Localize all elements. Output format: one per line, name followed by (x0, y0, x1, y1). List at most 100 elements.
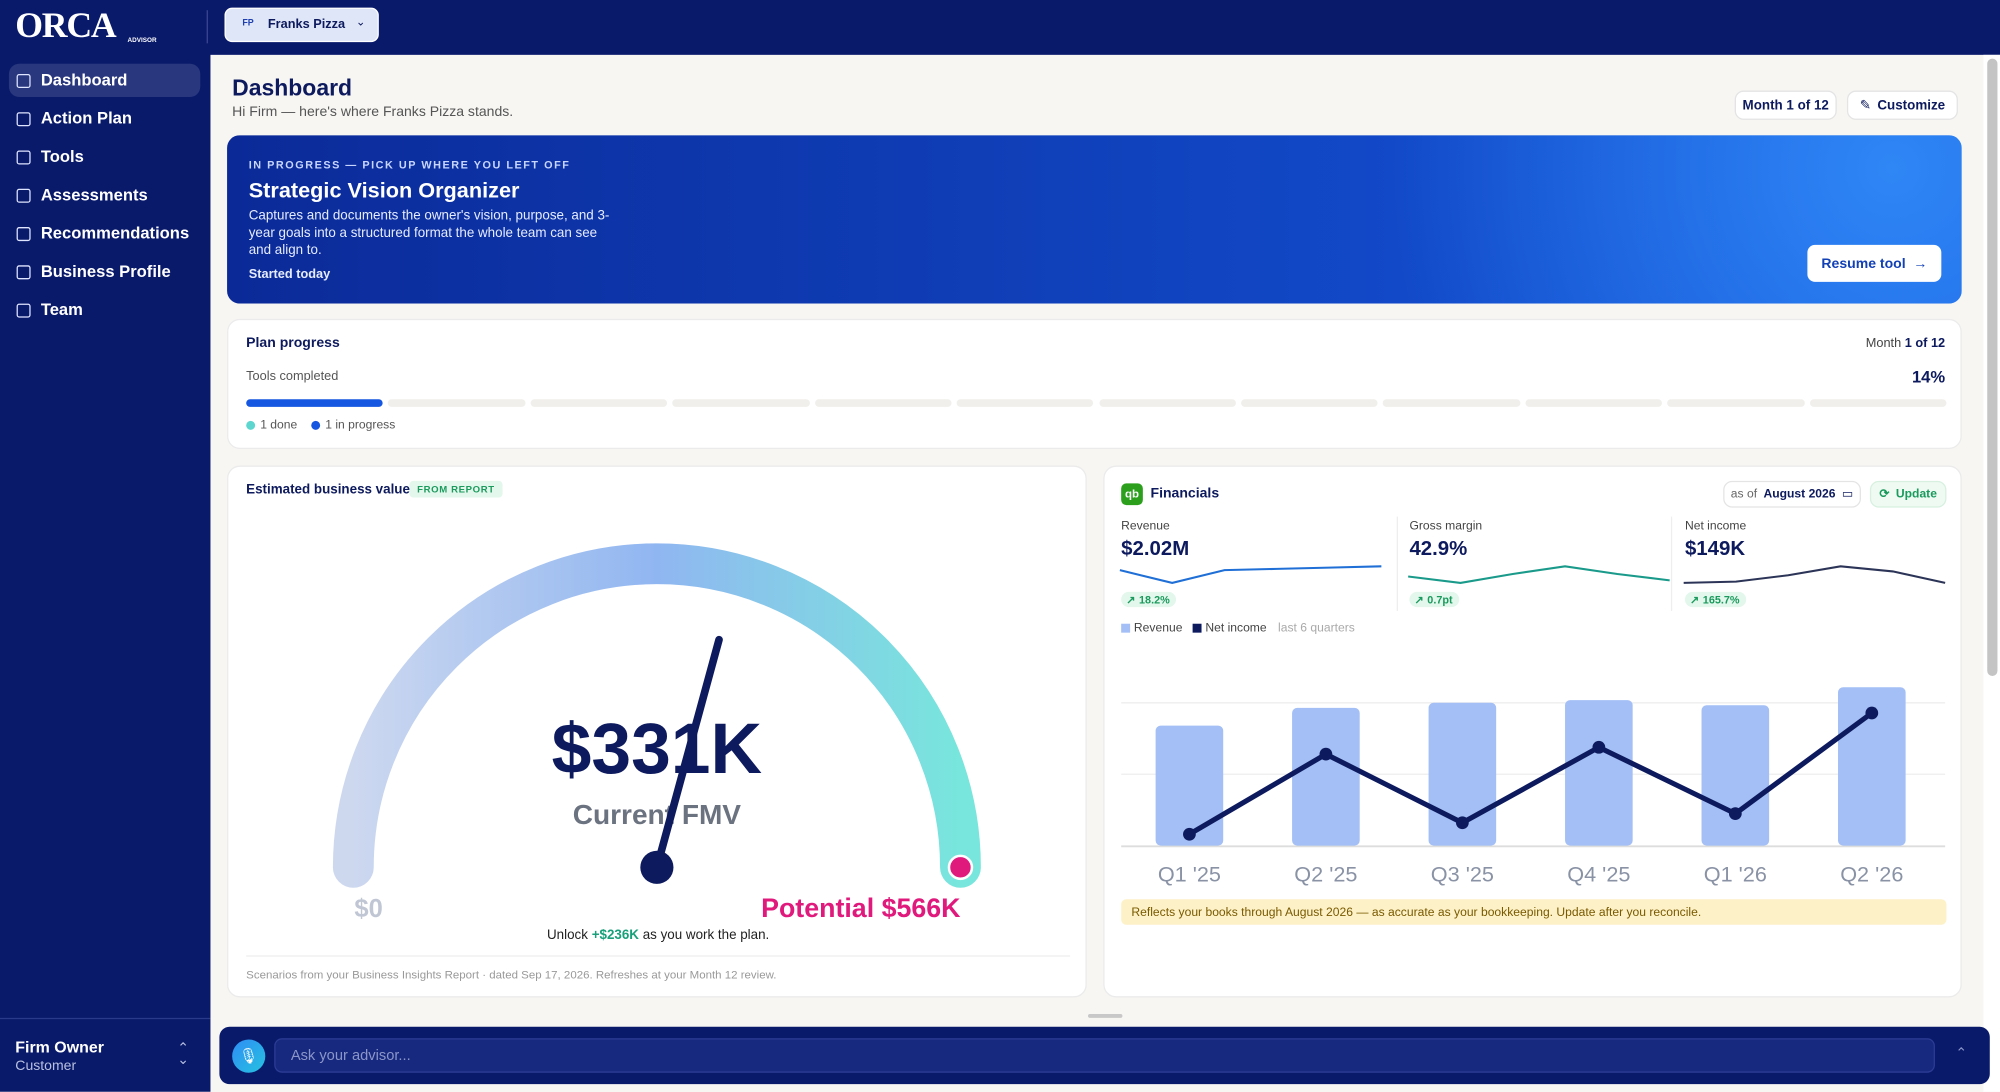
value-card: Estimated business value FROM REPORT Unl… (227, 465, 1088, 998)
metric-value: $149K (1684, 538, 1746, 560)
nav-icon (16, 150, 31, 165)
nav-icon (16, 303, 31, 318)
trend-icon: ↗ (1414, 593, 1424, 606)
chevron: ⌄ (355, 15, 366, 29)
unlock-text: Unlock +$236K as you work the plan. (228, 927, 1088, 942)
note-text: Reflects your books through August 2026 … (1131, 905, 1702, 920)
hero-started: Started today (248, 267, 331, 282)
metric-change: 18.2% ↗ (1121, 591, 1177, 608)
update-button[interactable]: ⟳ Update (1869, 480, 1947, 508)
scroll-thumb[interactable] (1987, 58, 1998, 677)
progress-month: Month 1 of 12 (1866, 337, 1945, 351)
user-name[interactable]: Firm Owner (15, 1038, 104, 1057)
user-role: Customer (15, 1058, 77, 1074)
caption: Scenarios from your Business Insights Re… (246, 968, 777, 981)
user-menu[interactable]: ⌃ ⌄ (177, 1040, 190, 1068)
legend-swatch (1121, 623, 1131, 633)
unlock-tail: as you work the plan. (642, 927, 770, 943)
ask-bar: 🎙 Ask your advisor... ⌃ (219, 1026, 1990, 1085)
legend-swatch (1192, 623, 1202, 633)
metric-label: Net income (1684, 519, 1747, 534)
divider (206, 10, 208, 44)
progress-segment (246, 399, 384, 407)
financials-title: Financials (1150, 485, 1220, 502)
resume-button[interactable]: Resume tool → (1807, 244, 1942, 282)
org-initials: FP (242, 19, 254, 29)
expand-button[interactable]: ⌃ (1955, 1045, 1968, 1062)
update-text: Update (1895, 487, 1937, 502)
nav-icon (16, 112, 31, 127)
ask-placeholder: Ask your advisor... (290, 1048, 411, 1064)
progress-card: Plan progress Month 1 of 12 Tools comple… (227, 318, 1962, 449)
progress-segment (1667, 399, 1805, 407)
trend-icon: ↗ (1126, 593, 1136, 606)
nav-item[interactable]: Tools (40, 146, 84, 166)
badge: FROM REPORT (409, 480, 503, 498)
divider (0, 1017, 211, 1020)
hero-title: Strategic Vision Organizer (248, 178, 520, 203)
progress-segment (1240, 399, 1378, 407)
metric-change: 0.7pt ↗ (1409, 591, 1459, 608)
trend-icon: ↗ (1690, 593, 1700, 606)
metric-change: 165.7% ↗ (1684, 591, 1746, 608)
mic-button[interactable]: 🎙 (232, 1039, 266, 1073)
legend-note: last 6 quarters (1278, 621, 1355, 636)
hero-eyebrow: IN PROGRESS — PICK UP WHERE YOU LEFT OFF (248, 158, 571, 171)
nav-item[interactable]: Team (40, 299, 83, 319)
note-box: Reflects your books through August 2026 … (1121, 899, 1947, 925)
date-picker[interactable]: as of August 2026 ▭ (1723, 480, 1861, 508)
legend-label: Net income (1205, 621, 1267, 636)
metric-value: 42.9% (1409, 538, 1468, 560)
divider (246, 955, 1071, 957)
progress-segment (814, 399, 952, 407)
nav-item[interactable]: Dashboard (40, 70, 128, 90)
page-subtitle: Hi Firm — here's where Franks Pizza stan… (232, 104, 514, 120)
hero-description: Captures and documents the owner's visio… (248, 207, 610, 258)
divider (1670, 516, 1673, 611)
ask-input[interactable]: Ask your advisor... (274, 1038, 1935, 1073)
month-prefix: Month (1865, 336, 1902, 351)
metric-value: $2.02M (1121, 538, 1190, 560)
page-title: Dashboard (232, 75, 353, 101)
progress-segment (1098, 399, 1236, 407)
grabber[interactable] (1088, 1014, 1123, 1018)
resume-text: Resume tool (1821, 255, 1906, 272)
logo[interactable]: ORCA (15, 6, 116, 46)
financials-card: qb Financials as of August 2026 ▭ ⟳ Update … (1103, 465, 1962, 998)
value-title: Estimated business value (246, 482, 410, 498)
metric-label: Gross margin (1409, 519, 1483, 534)
customize-button[interactable]: ✎ Customize (1846, 90, 1958, 120)
progress-segment (388, 399, 526, 407)
progress-segment (1809, 399, 1947, 407)
metric-label: Revenue (1121, 519, 1170, 534)
month-value: 1 of 12 (1904, 336, 1946, 351)
as-of: as of (1730, 487, 1758, 502)
progress-percent: 14% (1911, 367, 1946, 387)
hero-card: IN PROGRESS — PICK UP WHERE YOU LEFT OFF… (227, 135, 1962, 304)
progress-title: Plan progress (246, 335, 340, 351)
org-name: Franks Pizza (267, 17, 346, 32)
nav-icon (16, 188, 31, 203)
nav-icon (16, 265, 31, 280)
done-dot (246, 420, 256, 430)
month-text: Month 1 of 12 (1742, 97, 1829, 113)
nav-icon (16, 73, 31, 89)
calendar-icon: ▭ (1841, 487, 1854, 502)
nav-item[interactable]: Assessments (40, 184, 148, 205)
nav-item[interactable]: Business Profile (40, 261, 171, 281)
in-progress-label: 1 in progress (325, 418, 396, 433)
nav-item[interactable]: Action Plan (40, 108, 133, 128)
unlock-lead: Unlock (547, 927, 588, 943)
nav-item[interactable]: Recommendations (40, 223, 190, 243)
logo-sub: ADVISOR (127, 36, 157, 45)
progress-segment (530, 399, 668, 407)
org-switcher[interactable]: FP Franks Pizza ⌄ (224, 7, 379, 43)
arrow-icon: → (1913, 255, 1928, 272)
in-progress-dot (311, 420, 321, 430)
unlock-amount: +$236K (591, 927, 639, 943)
customize-text: Customize (1877, 97, 1946, 113)
done-label: 1 done (260, 418, 298, 433)
progress-segment (1525, 399, 1663, 407)
progress-label: Tools completed (246, 369, 339, 384)
